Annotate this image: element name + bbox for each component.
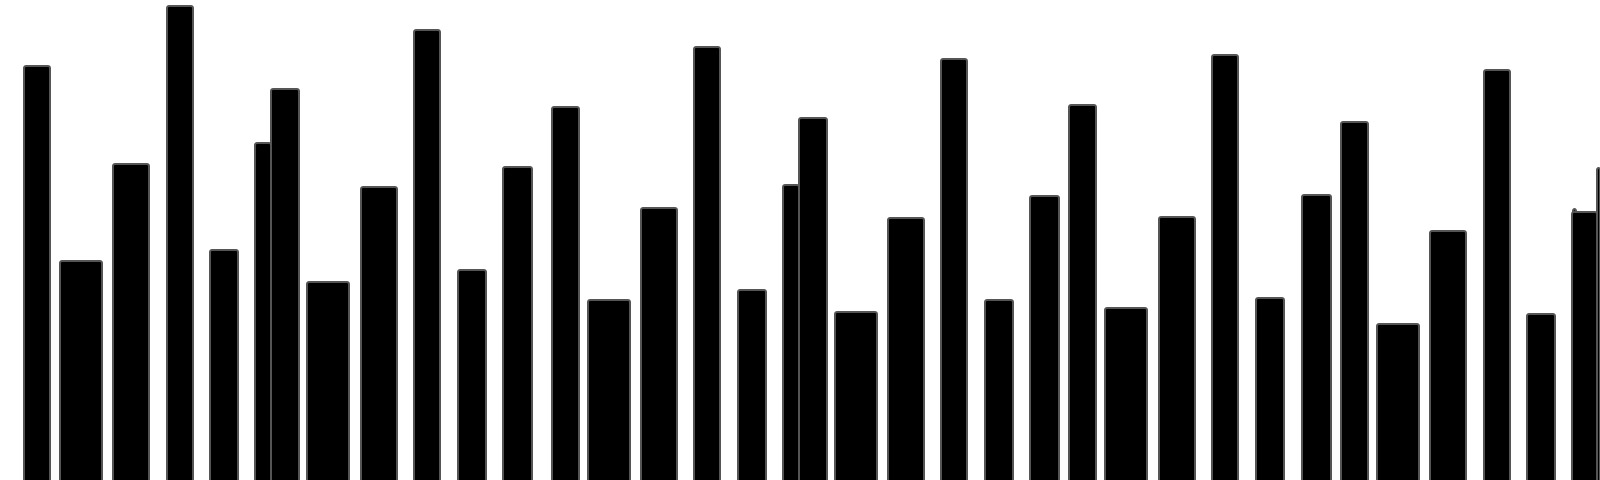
bar-25 [1068, 104, 1097, 480]
bar-21 [887, 217, 925, 480]
bar-31 [1340, 121, 1369, 480]
bar-37 [1571, 211, 1598, 480]
bar-8 [306, 281, 350, 480]
bar-3 [112, 163, 150, 480]
bar-13 [551, 106, 580, 480]
bar-35 [1526, 313, 1556, 480]
bar-38 [1596, 167, 1600, 480]
bar-5 [209, 249, 239, 480]
bar-10 [413, 29, 441, 480]
bar-6 [254, 142, 272, 480]
bar-19 [798, 117, 828, 480]
bar-29 [1255, 297, 1285, 480]
bar-17 [737, 289, 767, 480]
bar-24 [1029, 195, 1060, 480]
bar-33 [1429, 230, 1467, 480]
bar-34 [1483, 69, 1511, 480]
bar-32 [1376, 323, 1420, 480]
bar-15 [640, 207, 678, 480]
bar-20 [834, 311, 878, 480]
bar-30 [1301, 194, 1332, 480]
bar-18 [782, 184, 800, 480]
bar-7 [270, 88, 300, 480]
bar-11 [457, 269, 487, 480]
bar-2 [59, 260, 103, 480]
bar-26 [1104, 307, 1148, 480]
bar-14 [587, 299, 631, 480]
bar-28 [1211, 54, 1239, 480]
bar-9 [360, 186, 398, 480]
bar-1 [23, 65, 51, 480]
bar-12 [502, 166, 533, 480]
bar-4 [166, 5, 194, 480]
bar-22 [940, 58, 968, 480]
bar-23 [984, 299, 1014, 480]
bar-27 [1158, 216, 1196, 480]
bar-16 [693, 46, 721, 480]
